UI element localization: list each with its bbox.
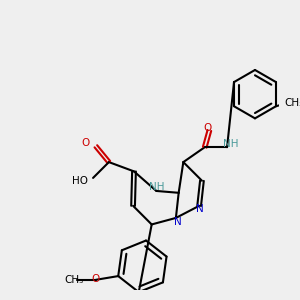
Text: NH: NH	[148, 182, 164, 192]
Text: NH: NH	[223, 140, 239, 149]
Text: O: O	[82, 139, 90, 148]
Text: N: N	[196, 204, 204, 214]
Text: CH₃: CH₃	[284, 98, 300, 107]
Text: HO: HO	[72, 176, 88, 186]
Text: CH₃: CH₃	[64, 275, 83, 285]
Text: N: N	[174, 217, 182, 227]
Text: O: O	[92, 274, 100, 284]
Text: O: O	[203, 123, 211, 133]
